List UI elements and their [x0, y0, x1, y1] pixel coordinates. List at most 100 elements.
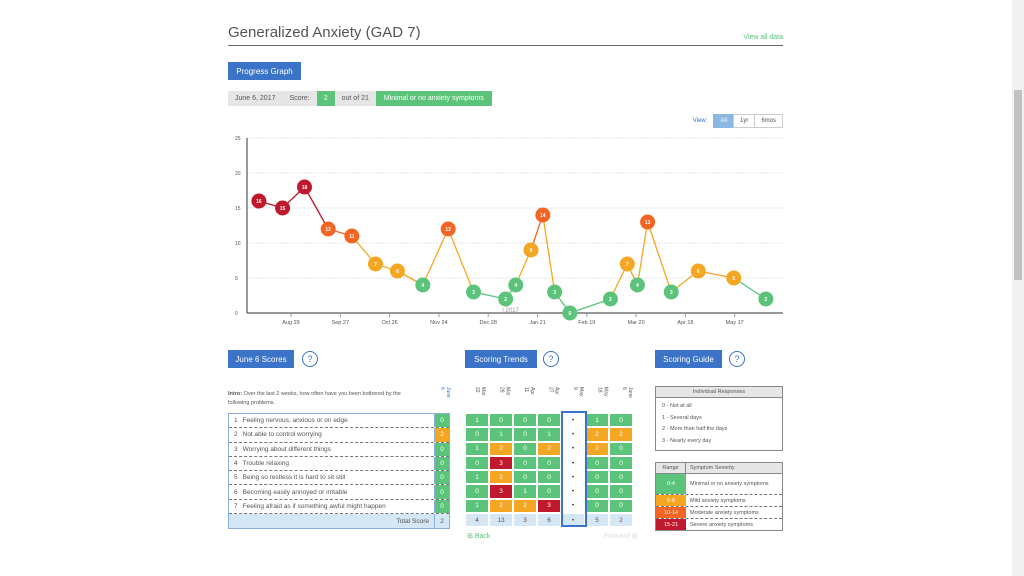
data-point[interactable]: [602, 291, 618, 307]
data-point[interactable]: [640, 214, 656, 230]
question-text: 6 Becoming easily annoyed or irritable: [229, 489, 434, 496]
view-1yr-button[interactable]: 1yr: [732, 114, 756, 128]
score-row: 2 Not able to control worrying 2: [229, 428, 449, 443]
data-point[interactable]: [415, 277, 431, 293]
score-row: 7 Feeling afraid as if something awful mi…: [229, 499, 449, 515]
data-point[interactable]: [523, 242, 539, 258]
data-point[interactable]: [368, 256, 383, 272]
range-cell: 5-9: [656, 495, 686, 506]
trend-total-cell: 2: [609, 513, 633, 528]
series-segment: [422, 228, 449, 286]
score-out-of: out of 21: [334, 91, 376, 106]
data-label: 7: [626, 262, 629, 268]
june-6-scores-button[interactable]: June 6 Scores: [228, 350, 294, 368]
x-tick-label: May 17: [726, 320, 744, 326]
data-point[interactable]: [547, 284, 563, 300]
question-text: 1 Feeling nervous, anxious or on edge: [229, 417, 434, 424]
y-tick-label: 25: [235, 136, 241, 142]
scrollbar-thumb[interactable]: [1014, 90, 1022, 280]
score-cell: 0: [434, 485, 449, 499]
trend-row: 0 3 0 0 • 0 0: [465, 455, 633, 471]
trend-cell: 1: [537, 427, 561, 442]
data-point[interactable]: [389, 263, 405, 279]
view-all-data-link[interactable]: View all data: [743, 34, 783, 41]
data-point[interactable]: [562, 305, 578, 321]
data-point[interactable]: [275, 200, 291, 216]
series-segment: [542, 214, 556, 293]
score-label: Score:: [282, 91, 317, 106]
severity-row: 10-14 Moderate anxiety symptoms: [656, 507, 782, 519]
data-point[interactable]: [726, 270, 742, 286]
y-tick-label: 5: [235, 276, 238, 282]
y-tick-label: 20: [235, 171, 241, 177]
data-point[interactable]: [297, 179, 313, 195]
data-label: 4: [514, 283, 517, 289]
trend-cell: 0: [537, 413, 561, 428]
severity-table: Range Symptom Severity 0-4 Minimal or no a…: [655, 462, 783, 531]
y-tick-label: 15: [235, 206, 241, 212]
data-point[interactable]: [251, 193, 267, 209]
help-icon[interactable]: ?: [302, 351, 318, 367]
data-point[interactable]: [663, 284, 679, 300]
scrollbar[interactable]: [1012, 0, 1024, 576]
trend-total-cell: 5: [585, 513, 609, 528]
question-text: 2 Not able to control worrying: [229, 431, 434, 438]
severity-label: Mild anxiety symptoms: [690, 497, 746, 504]
score-value: 2: [316, 91, 335, 106]
data-point[interactable]: [535, 207, 551, 223]
trend-cell: 1: [585, 413, 609, 428]
severity-row: 5-9 Mild anxiety symptoms: [656, 495, 782, 507]
trend-cell: •: [561, 470, 585, 485]
view-6mos-button[interactable]: 6mos: [754, 114, 783, 128]
severity-label: Minimal or no anxiety symptoms: [690, 481, 769, 487]
data-point[interactable]: [344, 228, 360, 244]
trend-cell: 1: [465, 441, 489, 456]
question-label: Feeling nervous, anxious or on edge: [242, 417, 348, 425]
question-number: 1: [234, 417, 238, 425]
help-icon[interactable]: ?: [729, 351, 745, 367]
range-header: Range: [656, 463, 686, 473]
trend-row: 1 2 0 0 • 0 0: [465, 470, 633, 485]
trend-cell: 0: [609, 455, 633, 471]
data-label: 12: [445, 227, 451, 233]
help-icon[interactable]: ?: [543, 351, 559, 367]
scoring-guide-button[interactable]: Scoring Guide: [655, 350, 722, 368]
score-row: 5 Being so restless it is hard to sit sti…: [229, 471, 449, 486]
data-label: 15: [280, 206, 286, 212]
question-number: 3: [234, 445, 238, 453]
current-column-highlight: [561, 411, 587, 527]
data-point[interactable]: [320, 221, 336, 237]
forward-button[interactable]: Forward ⊞: [604, 533, 638, 540]
data-label: 3: [670, 290, 673, 296]
data-label: 2: [504, 297, 507, 303]
data-point[interactable]: [690, 263, 706, 279]
trend-cell: 2: [537, 441, 561, 456]
back-button[interactable]: ⊞ Back: [467, 533, 491, 540]
progress-graph-button[interactable]: Progress Graph: [228, 62, 301, 80]
question-label: Being so restless it is hard to sit stil…: [242, 474, 346, 482]
trend-cell: •: [561, 455, 585, 471]
divider: [228, 45, 783, 46]
data-point[interactable]: [466, 284, 482, 300]
trend-cell: 2: [489, 470, 513, 485]
data-point[interactable]: [758, 291, 774, 307]
series-segment: [303, 186, 329, 230]
response-item: 0 - Not at all: [662, 403, 692, 409]
intro-body: Over the last 2 weeks, how often have yo…: [228, 391, 401, 406]
question-text: 7 Feeling afraid as if something awful mi…: [229, 503, 434, 510]
x-tick-label: Nov 24: [430, 320, 447, 326]
data-point[interactable]: [629, 277, 645, 293]
data-point[interactable]: [508, 277, 524, 293]
trend-cell: 0: [489, 413, 513, 428]
data-point[interactable]: [498, 291, 514, 307]
question-number: 7: [234, 502, 238, 510]
trend-cell: 0: [537, 484, 561, 499]
data-point[interactable]: [619, 256, 635, 272]
trend-column-header: June 6: [621, 387, 633, 398]
trend-row: 1 0 0 0 • 1 0: [465, 413, 633, 428]
scoring-trends-button[interactable]: Scoring Trends: [465, 350, 537, 368]
intro-label: Intro:: [228, 391, 243, 397]
data-point[interactable]: [440, 221, 456, 237]
view-all-button[interactable]: All: [713, 114, 734, 128]
total-label: Total Score: [396, 517, 429, 525]
